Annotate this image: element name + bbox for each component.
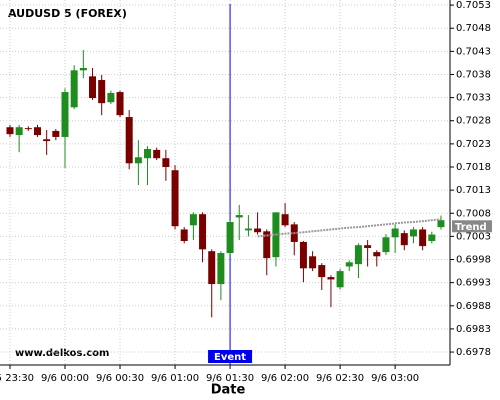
candle-body — [391, 228, 399, 238]
candle-body — [107, 92, 115, 103]
y-tick-label: 0.7038 — [456, 69, 491, 80]
trend-label-box — [452, 220, 492, 233]
candle-body — [226, 222, 234, 254]
candle-body — [400, 233, 408, 246]
trend-label: Trend — [455, 222, 487, 233]
candle-body — [281, 214, 289, 226]
y-tick-label: 0.7003 — [456, 231, 491, 242]
y-tick-label: 0.6978 — [456, 347, 491, 358]
candle-body — [299, 241, 307, 269]
candle-body — [373, 252, 381, 257]
candle-body — [419, 229, 427, 247]
candle-body — [171, 170, 179, 227]
y-tick-label: 0.7008 — [456, 208, 491, 219]
candle-body — [382, 237, 390, 253]
candle-body — [24, 128, 32, 130]
watermark: www.delkos.com — [15, 348, 109, 359]
candle-body — [327, 277, 335, 280]
candle-body — [354, 245, 362, 265]
candle-body — [61, 92, 69, 137]
x-tick-label: 9/5 23:30 — [0, 373, 34, 384]
y-tick-label: 0.6983 — [456, 324, 491, 335]
y-tick-label: 0.7043 — [456, 46, 491, 57]
candle-body — [134, 157, 142, 164]
candle-body — [263, 231, 271, 259]
candle-body — [153, 149, 161, 159]
y-tick-label: 0.7028 — [456, 116, 491, 127]
candle-body — [409, 229, 417, 237]
event-label: Event — [214, 352, 246, 363]
y-tick-label: 0.7053 — [456, 0, 491, 11]
candle-body — [70, 70, 78, 108]
candle-body — [217, 253, 225, 285]
candle-body — [336, 271, 344, 288]
candle-body — [89, 76, 97, 99]
candle-body — [244, 228, 252, 231]
candle-body — [428, 234, 436, 242]
candle-body — [318, 265, 326, 278]
candle-body — [52, 130, 60, 137]
x-tick-label: 9/6 01:30 — [206, 373, 254, 384]
candle-body — [345, 262, 353, 267]
candle-body — [437, 220, 445, 228]
y-tick-label: 0.7013 — [456, 185, 491, 196]
y-tick-label: 0.7048 — [456, 23, 491, 34]
x-tick-label: 9/6 02:00 — [261, 373, 309, 384]
y-tick-label: 0.7018 — [456, 162, 491, 173]
candle-body — [79, 68, 87, 71]
candle-body — [180, 229, 188, 242]
x-axis-label: Date — [211, 383, 246, 398]
y-tick-label: 0.6988 — [456, 301, 491, 312]
candle-body — [15, 127, 23, 136]
candle-body — [6, 127, 14, 135]
candle-body — [364, 245, 372, 248]
candle-body — [162, 158, 170, 168]
candle-body — [43, 139, 51, 142]
y-tick-label: 0.7023 — [456, 139, 491, 150]
y-tick-label: 0.6998 — [456, 255, 491, 266]
event-box — [208, 350, 253, 363]
candle-body — [309, 256, 317, 269]
x-tick-label: 9/6 00:30 — [96, 373, 144, 384]
candle-body — [189, 214, 197, 226]
x-tick-label: 9/6 01:00 — [151, 373, 199, 384]
candle-body — [235, 215, 243, 218]
trend-line — [257, 218, 442, 238]
y-tick-label: 0.7033 — [456, 93, 491, 104]
y-tick-label: 0.6993 — [456, 278, 491, 289]
candle-body — [98, 80, 106, 104]
x-tick-label: 9/6 03:00 — [371, 373, 419, 384]
x-tick-label: 9/6 00:00 — [41, 373, 89, 384]
chart-title: AUDUSD 5 (FOREX) — [8, 7, 127, 20]
candle-body — [254, 228, 262, 233]
x-tick-label: 9/6 02:30 — [316, 373, 364, 384]
candle-body — [116, 92, 124, 116]
candle-body — [33, 127, 41, 136]
candle-body — [208, 251, 216, 285]
candle-body — [144, 148, 152, 159]
candle-body — [125, 117, 133, 164]
candle-body — [199, 214, 207, 250]
